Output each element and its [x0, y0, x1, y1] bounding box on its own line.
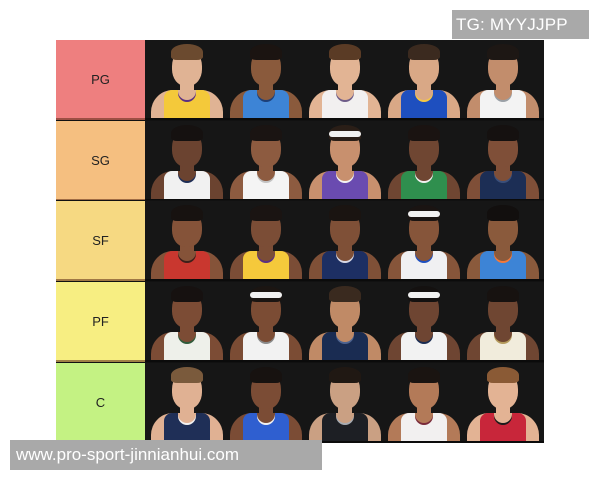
tier-row-sf: SF	[56, 200, 544, 281]
tier-players	[145, 282, 544, 362]
watermark-website: www.pro-sport-jinnianhui.com	[10, 440, 322, 470]
player-portrait	[464, 363, 542, 441]
player-portrait	[148, 40, 226, 118]
player-portrait	[464, 282, 542, 360]
tier-players	[145, 121, 544, 201]
player-portrait	[385, 201, 463, 279]
player-portrait	[306, 282, 384, 360]
tier-players	[145, 201, 544, 281]
tier-label: PF	[56, 282, 145, 362]
tier-row-pg: PG	[56, 40, 544, 120]
tier-label: SF	[56, 201, 145, 281]
player-portrait	[227, 121, 305, 199]
player-portrait	[464, 201, 542, 279]
player-portrait	[227, 363, 305, 441]
tier-players	[145, 40, 544, 120]
tier-label: C	[56, 363, 145, 443]
player-portrait	[227, 201, 305, 279]
player-portrait	[148, 201, 226, 279]
tier-row-c: C	[56, 362, 544, 443]
tier-list: PG SG SF PF C	[56, 40, 544, 443]
watermark-telegram: TG: MYYJJPP	[452, 10, 589, 39]
tier-label: PG	[56, 40, 145, 120]
player-portrait	[306, 40, 384, 118]
player-portrait	[148, 121, 226, 199]
tier-row-pf: PF	[56, 281, 544, 362]
player-portrait	[148, 282, 226, 360]
player-portrait	[385, 282, 463, 360]
player-portrait	[385, 40, 463, 118]
player-portrait	[385, 363, 463, 441]
player-portrait	[385, 121, 463, 199]
player-portrait	[227, 282, 305, 360]
tier-players	[145, 363, 544, 443]
player-portrait	[464, 121, 542, 199]
tier-label: SG	[56, 121, 145, 201]
player-portrait	[306, 201, 384, 279]
player-portrait	[306, 121, 384, 199]
player-portrait	[306, 363, 384, 441]
tier-row-sg: SG	[56, 120, 544, 201]
player-portrait	[227, 40, 305, 118]
player-portrait	[464, 40, 542, 118]
player-portrait	[148, 363, 226, 441]
